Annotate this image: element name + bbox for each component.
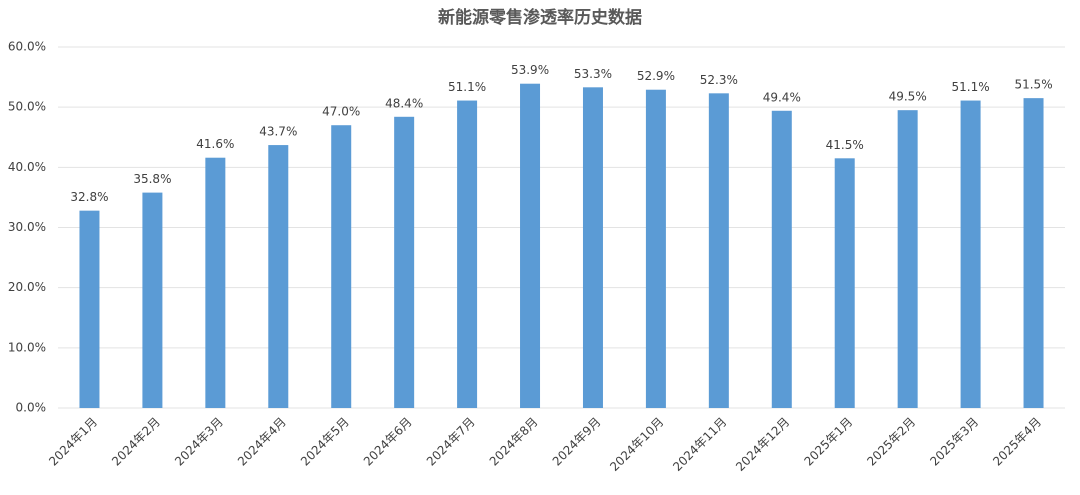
bar	[834, 158, 855, 408]
bar	[582, 87, 603, 408]
value-label: 52.9%	[637, 69, 675, 83]
y-tick-label: 30.0%	[8, 220, 46, 234]
value-label: 35.8%	[133, 172, 171, 186]
bar	[897, 110, 918, 409]
bar	[79, 210, 100, 408]
bar	[268, 145, 289, 409]
bar	[708, 93, 729, 408]
bar	[960, 100, 981, 408]
value-label: 32.8%	[70, 190, 108, 204]
value-label: 51.1%	[952, 80, 990, 94]
bar	[520, 83, 541, 409]
y-tick-label: 10.0%	[8, 340, 46, 354]
value-label: 51.1%	[448, 80, 486, 94]
value-label: 41.5%	[826, 138, 864, 152]
y-tick-label: 0.0%	[16, 401, 47, 415]
value-label: 51.5%	[1014, 78, 1052, 92]
bar	[457, 100, 478, 408]
bar	[645, 89, 666, 409]
value-label: 49.4%	[763, 90, 801, 104]
value-label: 41.6%	[196, 137, 234, 151]
value-label: 47.0%	[322, 105, 360, 119]
value-label: 48.4%	[385, 96, 423, 110]
bar	[142, 192, 163, 408]
value-label: 53.3%	[574, 67, 612, 81]
bar	[394, 116, 415, 408]
bar	[771, 110, 792, 408]
y-tick-label: 20.0%	[8, 280, 46, 294]
value-label: 43.7%	[259, 125, 297, 139]
bar	[1023, 98, 1044, 409]
bar	[205, 157, 226, 408]
value-label: 52.3%	[700, 73, 738, 87]
value-label: 49.5%	[889, 90, 927, 104]
bar	[331, 125, 352, 408]
y-tick-label: 60.0%	[8, 40, 46, 54]
y-tick-label: 40.0%	[8, 160, 46, 174]
value-label: 53.9%	[511, 63, 549, 77]
chart-title: 新能源零售渗透率历史数据	[438, 7, 642, 28]
y-tick-label: 50.0%	[8, 100, 46, 114]
